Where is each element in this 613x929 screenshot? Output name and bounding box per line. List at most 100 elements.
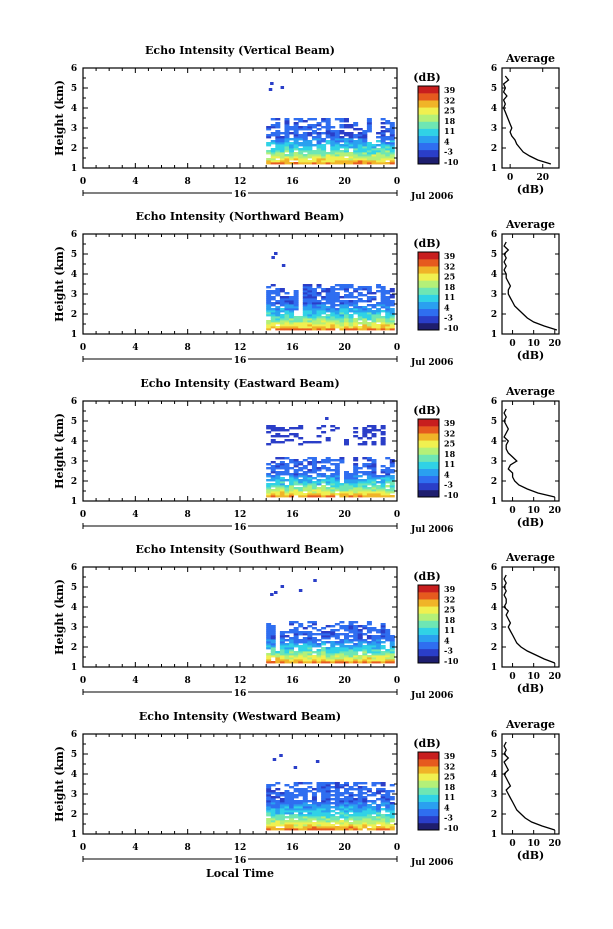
heatmap-cell: [362, 659, 368, 662]
heatmap-cell: [357, 659, 363, 662]
heatmap-cell: [284, 292, 290, 295]
heatmap-cell: [330, 130, 336, 133]
heatmap-cell: [366, 150, 372, 153]
heatmap-cell: [353, 808, 359, 811]
heatmap-cell: [353, 491, 359, 494]
heatmap-cell: [284, 649, 290, 652]
heatmap-cell: [289, 316, 295, 319]
heatmap-cell: [321, 425, 327, 428]
heatmap-cell: [284, 798, 290, 801]
colorbar-segment: [418, 135, 439, 144]
heatmap-cell: [289, 142, 295, 145]
x-tick-label: 16: [286, 343, 299, 353]
heatmap-cell: [334, 816, 340, 819]
heatmap-cell: [371, 469, 377, 472]
heatmap-cell: [389, 824, 395, 827]
heatmap-cell: [289, 647, 295, 650]
heatmap-cell: [307, 804, 313, 807]
heatmap-cell: [339, 286, 345, 289]
heatmap-cell: [339, 126, 345, 129]
heatmap-cell: [325, 437, 331, 440]
heatmap-cell: [389, 160, 395, 163]
heatmap-cell: [362, 431, 368, 434]
heatmap-cell: [380, 134, 386, 137]
heatmap-cell: [307, 483, 313, 486]
heatmap-cell: [298, 120, 304, 123]
heatmap-cell: [275, 294, 281, 297]
heatmap-cell: [293, 306, 299, 309]
heatmap-cell: [330, 798, 336, 801]
heatmap-cell: [371, 467, 377, 470]
heatmap-cell: [321, 290, 327, 293]
heatmap-cell: [353, 784, 359, 787]
heatmap-cell: [325, 633, 331, 636]
heatmap-cell: [362, 324, 368, 327]
heatmap-cell: [325, 122, 331, 125]
profile-y-tick-label: 6: [491, 730, 497, 740]
heatmap-cell: [389, 290, 395, 293]
heatmap-cell: [316, 314, 322, 317]
heatmap-cell: [284, 820, 290, 823]
heatmap-cell: [307, 461, 313, 464]
profile-y-tick-label: 5: [491, 583, 497, 593]
heatmap-cell: [344, 661, 349, 664]
heatmap-cell: [289, 306, 295, 309]
heatmap-cell: [353, 782, 359, 785]
heatmap-cell: [302, 136, 308, 139]
colorbar-tick-label: 25: [444, 439, 455, 449]
heatmap-cell: [362, 308, 368, 311]
heatmap-cell: [380, 144, 386, 147]
colorbar-segment: [418, 634, 439, 643]
heatmap-cell: [344, 126, 349, 129]
heatmap-cell: [344, 655, 349, 658]
heatmap-cell: [307, 635, 313, 638]
heatmap-cell: [353, 318, 359, 321]
heatmap-cell: [270, 810, 276, 813]
heatmap-cell: [362, 300, 368, 303]
heatmap-cell: [275, 306, 281, 309]
heatmap-cell: [389, 320, 395, 323]
heatmap-cell: [293, 766, 298, 769]
colorbar-tick-label: 11: [444, 792, 455, 802]
heatmap-cell: [380, 802, 386, 805]
heatmap-cell: [321, 288, 327, 291]
heatmap-cell: [307, 326, 313, 329]
heatmap-cell: [325, 310, 331, 313]
heatmap-cell: [357, 788, 363, 791]
heatmap-cell: [302, 481, 308, 484]
profile-frame: [501, 733, 560, 835]
heatmap-cell: [380, 820, 386, 823]
heatmap-cell: [380, 481, 386, 484]
heatmap-cell: [302, 286, 308, 289]
heatmap-cell: [293, 142, 299, 145]
heatmap-cell: [307, 162, 313, 165]
heatmap-cell: [270, 132, 276, 135]
heatmap-cell: [325, 659, 331, 662]
heatmap-cell: [371, 471, 377, 474]
heatmap-cell: [325, 824, 331, 827]
heatmap-cell: [344, 639, 349, 642]
heatmap-cell: [307, 124, 313, 127]
heatmap-cell: [307, 800, 313, 803]
heatmap-cell: [284, 463, 290, 466]
heatmap-cell: [311, 156, 317, 159]
heatmap-cell: [275, 812, 281, 815]
heatmap-cell: [385, 120, 391, 123]
heatmap-cell: [325, 130, 331, 133]
heatmap-cell: [339, 804, 345, 807]
profile-x-axis-label: (dB): [517, 349, 544, 362]
panel-3: Echo Intensity (Eastward Beam)0 4 8 12 16 20 0…: [53, 377, 561, 535]
heatmap-cell: [348, 160, 354, 163]
heatmap-cell: [325, 316, 331, 319]
colorbar-tick-label: -10: [444, 157, 459, 167]
heatmap-cell: [371, 441, 377, 444]
heatmap-cell: [385, 633, 391, 636]
heatmap-cell: [344, 441, 349, 444]
heatmap-cell: [366, 810, 372, 813]
heatmap-cell: [339, 489, 345, 492]
heatmap-cell: [298, 649, 304, 652]
heatmap-cell: [275, 661, 281, 664]
heatmap-cell: [330, 150, 336, 153]
heatmap-cell: [385, 467, 391, 470]
profile-y-tick-label: 1: [491, 663, 497, 673]
